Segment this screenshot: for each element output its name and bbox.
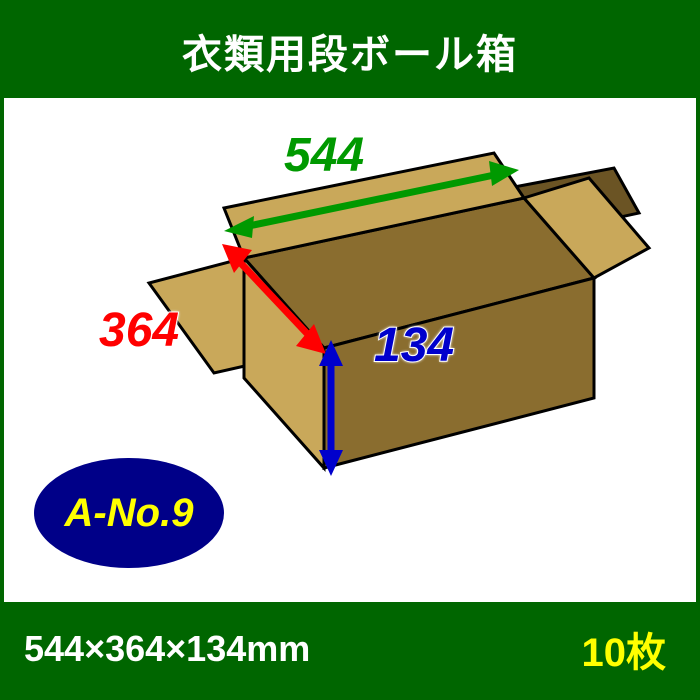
model-badge: A-No.9 bbox=[34, 458, 224, 568]
footer-bar: 544×364×134mm 10枚 bbox=[4, 602, 696, 696]
footer-quantity-text: 10枚 bbox=[582, 620, 667, 678]
dimension-depth-label: 364 bbox=[99, 303, 179, 358]
header-title: 衣類用段ボール箱 bbox=[182, 33, 518, 77]
product-card: 衣類用段ボール箱 bbox=[0, 0, 700, 700]
dimension-width-label: 544 bbox=[284, 128, 364, 183]
footer-dimensions-text: 544×364×134mm bbox=[24, 628, 310, 670]
header-bar: 衣類用段ボール箱 bbox=[4, 4, 696, 98]
badge-label: A-No.9 bbox=[65, 491, 194, 536]
badge-ellipse: A-No.9 bbox=[34, 458, 224, 568]
dimension-height-label: 134 bbox=[374, 318, 454, 373]
diagram-area: 544 364 134 A-No.9 bbox=[4, 98, 696, 578]
